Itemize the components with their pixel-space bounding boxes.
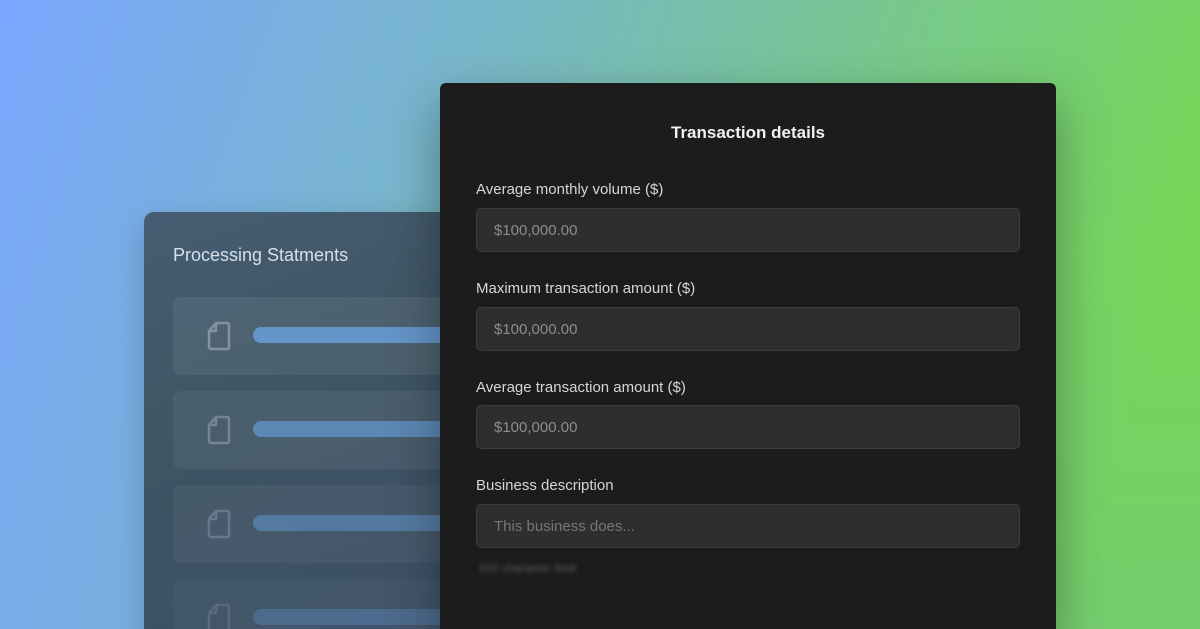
statement-row bbox=[173, 485, 493, 563]
statement-row bbox=[173, 297, 493, 375]
card-title: Processing Statments bbox=[173, 245, 349, 265]
avg-monthly-volume-input[interactable] bbox=[476, 208, 1020, 252]
document-icon bbox=[207, 603, 231, 629]
document-icon bbox=[207, 509, 231, 539]
character-limit-hint: 100 character limit bbox=[478, 561, 577, 575]
avg-transaction-amount-input[interactable] bbox=[476, 405, 1020, 449]
avg-transaction-amount-label: Average transaction amount ($) bbox=[476, 379, 686, 396]
business-description-label: Business description bbox=[476, 477, 614, 494]
progress-bar bbox=[253, 421, 493, 437]
max-transaction-amount-label: Maximum transaction amount ($) bbox=[476, 280, 696, 297]
document-icon bbox=[207, 415, 231, 445]
document-icon bbox=[207, 321, 231, 351]
processing-statements-card: Processing Statments bbox=[144, 212, 493, 629]
max-transaction-amount-input[interactable] bbox=[476, 307, 1020, 351]
progress-bar bbox=[253, 327, 493, 343]
avg-monthly-volume-label: Average monthly volume ($) bbox=[476, 181, 664, 198]
statement-row bbox=[173, 391, 493, 469]
progress-bar bbox=[253, 609, 493, 625]
business-description-input[interactable] bbox=[476, 504, 1020, 548]
card-title: Transaction details bbox=[671, 123, 825, 142]
progress-bar bbox=[253, 515, 493, 531]
transaction-details-card: Transaction details Average monthly volu… bbox=[440, 83, 1056, 629]
statement-row bbox=[173, 579, 493, 629]
